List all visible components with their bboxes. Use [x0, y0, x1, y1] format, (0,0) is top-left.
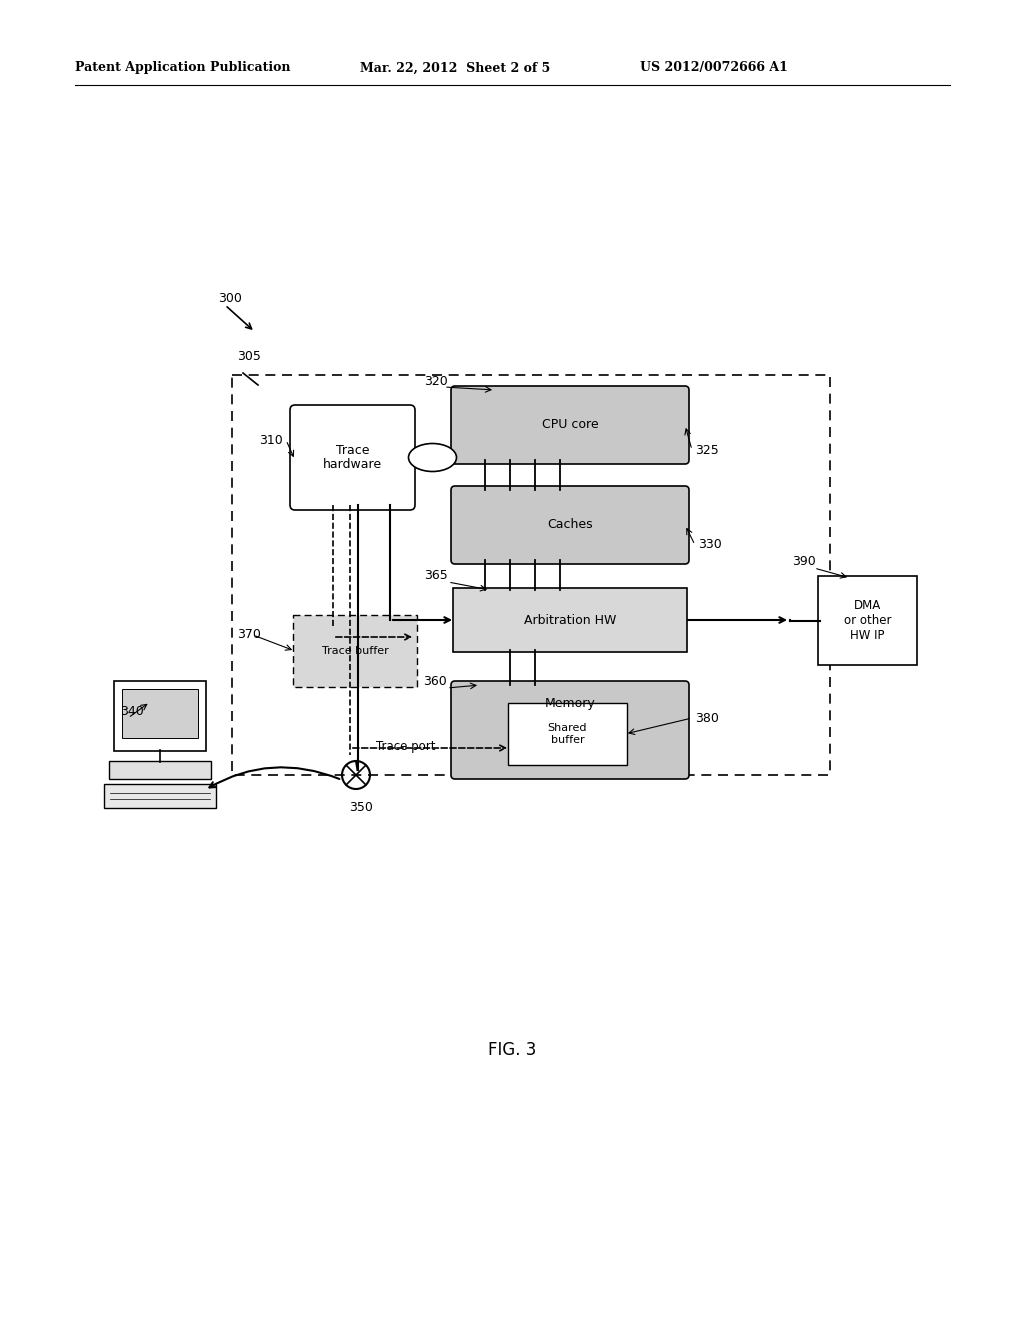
Text: 300: 300 [218, 292, 242, 305]
FancyBboxPatch shape [114, 681, 206, 751]
FancyBboxPatch shape [104, 784, 216, 808]
FancyBboxPatch shape [451, 681, 689, 779]
Text: 390: 390 [793, 554, 816, 568]
FancyBboxPatch shape [451, 486, 689, 564]
FancyBboxPatch shape [451, 385, 689, 465]
Text: Memory: Memory [545, 697, 595, 710]
Text: 330: 330 [698, 539, 722, 552]
FancyBboxPatch shape [122, 689, 198, 738]
Text: Trace buffer: Trace buffer [322, 645, 388, 656]
Text: 380: 380 [695, 711, 719, 725]
Text: Trace
hardware: Trace hardware [323, 444, 382, 471]
Text: 365: 365 [424, 569, 449, 582]
Text: Patent Application Publication: Patent Application Publication [75, 62, 291, 74]
Bar [232, 375, 830, 775]
Text: 325: 325 [695, 444, 719, 457]
Ellipse shape [409, 444, 457, 471]
Text: 360: 360 [423, 675, 447, 688]
FancyBboxPatch shape [293, 615, 417, 686]
Text: Mar. 22, 2012  Sheet 2 of 5: Mar. 22, 2012 Sheet 2 of 5 [360, 62, 550, 74]
Text: CPU core: CPU core [542, 418, 598, 432]
Text: DMA
or other
HW IP: DMA or other HW IP [844, 599, 891, 642]
FancyBboxPatch shape [508, 704, 627, 766]
Text: FIG. 3: FIG. 3 [487, 1041, 537, 1059]
Text: US 2012/0072666 A1: US 2012/0072666 A1 [640, 62, 787, 74]
Text: 305: 305 [237, 350, 261, 363]
Text: Arbitration HW: Arbitration HW [524, 614, 616, 627]
Text: Shared
buffer: Shared buffer [548, 723, 587, 744]
FancyBboxPatch shape [453, 587, 687, 652]
Text: 350: 350 [349, 801, 373, 814]
Text: 370: 370 [237, 628, 261, 642]
Text: Trace port: Trace port [376, 741, 435, 752]
Text: Caches: Caches [547, 519, 593, 532]
FancyBboxPatch shape [109, 762, 211, 779]
Text: 320: 320 [424, 375, 449, 388]
FancyBboxPatch shape [290, 405, 415, 510]
FancyBboxPatch shape [818, 576, 918, 665]
Text: 340: 340 [120, 705, 143, 718]
Text: 310: 310 [259, 433, 283, 446]
